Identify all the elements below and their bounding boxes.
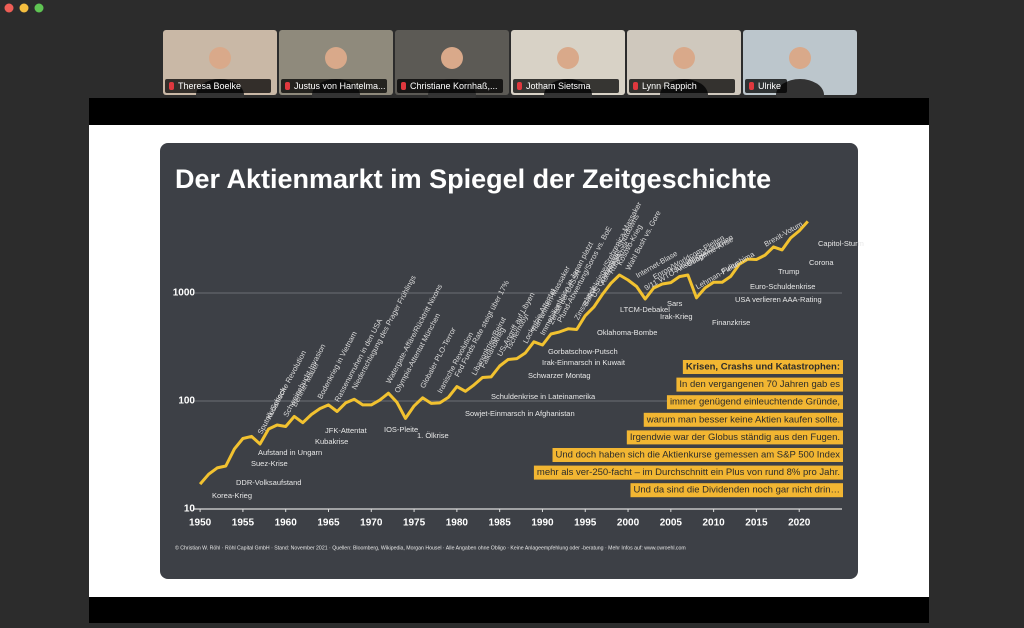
event-annotation: Sars <box>667 299 683 308</box>
event-annotation: Irak-Einmarsch in Kuwait <box>542 358 626 367</box>
minimize-button[interactable] <box>19 3 29 13</box>
textbox-highlight <box>630 483 843 498</box>
close-button[interactable] <box>4 3 14 13</box>
textbox-line: Und doch haben sich die Aktienkurse geme… <box>556 450 841 461</box>
text-box: Krisen, Crashs und Katastrophen: In den v… <box>533 360 843 498</box>
textbox-highlight <box>533 465 843 480</box>
event-annotation: Korea-Krieg <box>212 491 252 500</box>
name-badge <box>397 79 503 93</box>
textbox-line: Irgendwie war der Globus ständig aus den… <box>630 432 840 443</box>
event-annotation: Capitol-Sturm <box>818 239 864 248</box>
muted-icon <box>517 82 522 90</box>
person-head <box>209 47 231 69</box>
textbox-highlight <box>682 360 843 374</box>
y-tick-label: 10 <box>184 504 196 515</box>
person-head <box>789 47 811 69</box>
textbox-line: Und da sind die Dividenden noch gar nich… <box>634 485 841 496</box>
event-annotation: Oklahoma-Bombe <box>597 328 657 337</box>
textbox-highlight <box>626 430 843 445</box>
event-annotation: 1. Ölkrise <box>417 431 449 440</box>
x-tick-label: 2015 <box>745 518 768 529</box>
participant-tile: Justus von Hantelma... <box>279 30 393 111</box>
person-head <box>441 47 463 69</box>
x-tick-label: 2010 <box>702 518 725 529</box>
textbox-highlight <box>676 377 843 392</box>
event-annotation: Trump <box>778 267 799 276</box>
x-tick-label: 1990 <box>531 518 554 529</box>
x-tick-label: 2000 <box>617 518 640 529</box>
participant-name: Ulrike <box>758 81 781 91</box>
y-tick-label: 1000 <box>173 288 196 299</box>
event-annotation: IOS-Pleite <box>384 425 418 434</box>
event-annotation: Suez-Krise <box>251 459 288 468</box>
x-tick-label: 1970 <box>360 518 383 529</box>
person-head <box>557 47 579 69</box>
textbox-line: Krisen, Crashs und Katastrophen: <box>686 362 840 373</box>
textbox-highlight <box>643 412 843 427</box>
slide-title: Der Aktienmarkt im Spiegel der Zeitgesch… <box>175 164 771 194</box>
participant-name: Christiane Kornhaß,... <box>410 81 498 91</box>
textbox-line: warum man besser keine Aktien kaufen sol… <box>646 414 840 425</box>
event-annotation: LTCM-Debakel <box>620 305 670 314</box>
x-tick-label: 1960 <box>275 518 298 529</box>
event-annotation: Finanzkrise <box>712 318 750 327</box>
event-annotation: Euro-Schuldenkrise <box>750 282 815 291</box>
name-badge <box>629 79 735 93</box>
x-tick-label: 1985 <box>489 518 512 529</box>
event-annotation: Irak-Krieg <box>660 312 693 321</box>
price-line <box>198 220 809 486</box>
name-badge <box>281 79 387 93</box>
person-head <box>673 47 695 69</box>
event-annotation: Sowjet-Einmarsch in Afghanistan <box>465 409 575 418</box>
person-head <box>325 47 347 69</box>
textbox-line: In den vergangenen 70 Jahren gab es <box>679 379 840 390</box>
textbox-line: mehr als ver-250-facht – im Durchschnitt… <box>537 467 840 478</box>
name-badge <box>165 79 271 93</box>
muted-icon <box>401 82 406 90</box>
participant-name: Justus von Hantelma... <box>294 81 386 91</box>
muted-icon <box>285 82 290 90</box>
name-badge <box>745 79 787 93</box>
textbox-highlight <box>666 395 843 410</box>
x-tick-label: 1955 <box>232 518 255 529</box>
x-tick-label: 1975 <box>403 518 426 529</box>
event-annotation: DDR-Volksaufstand <box>236 478 301 487</box>
muted-icon <box>749 82 754 90</box>
event-annotation: Corona <box>809 258 834 267</box>
x-tick-label: 1965 <box>317 518 340 529</box>
x-tick-label: 1950 <box>189 518 212 529</box>
event-annotation: Gorbatschow-Putsch <box>548 347 618 356</box>
zoom-button[interactable] <box>34 3 44 13</box>
x-tick-label: 2005 <box>660 518 683 529</box>
y-tick-label: 100 <box>178 396 195 407</box>
participant-name: Jotham Sietsma <box>526 81 591 91</box>
participant-name: Lynn Rappich <box>642 81 697 91</box>
participant-name: Theresa Boelke <box>178 81 241 91</box>
event-annotation: Schuldenkrise in Lateinamerika <box>491 392 596 401</box>
event-annotation: USA verlieren AAA-Rating <box>735 295 822 304</box>
participant-strip: Theresa Boelke Justus von Hantelma... Chri… <box>163 30 857 111</box>
event-annotation: Schwarzer Montag <box>528 371 591 380</box>
muted-icon <box>169 82 174 90</box>
x-tick-label: 1980 <box>446 518 469 529</box>
x-tick-label: 1995 <box>574 518 597 529</box>
textbox-highlight <box>552 448 843 462</box>
name-badge <box>513 79 619 93</box>
event-annotation: Kubakrise <box>315 437 348 446</box>
muted-icon <box>633 82 638 90</box>
event-annotation: JFK-Attentat <box>325 426 368 435</box>
x-tick-label: 2020 <box>788 518 811 529</box>
textbox-line: immer genügend einleuchtende Gründe, <box>670 397 840 408</box>
event-annotation: Aufstand in Ungarn <box>258 448 322 457</box>
slide-footer: © Christian W. Röhl · Röhl Capital GmbH … <box>175 544 686 551</box>
